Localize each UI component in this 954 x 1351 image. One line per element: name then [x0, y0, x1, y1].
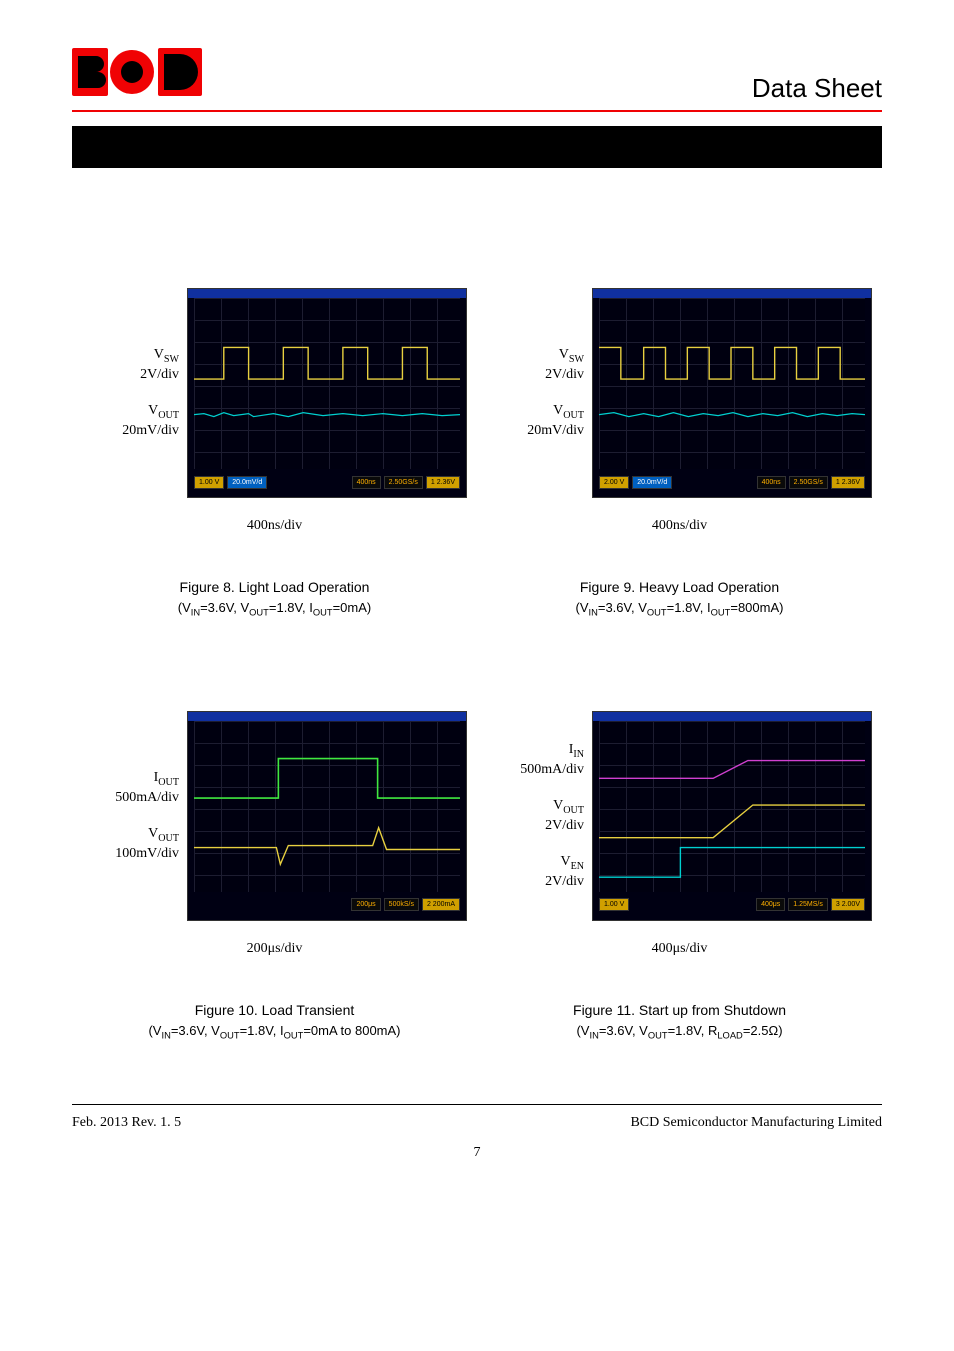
scope-status-bar: 1.00 V20.0mV/d400ns2.50GS/s1 2.36V — [194, 471, 460, 493]
footer-right: BCD Semiconductor Manufacturing Limited — [630, 1115, 882, 1131]
timebase-label: 400μs/div — [487, 941, 872, 957]
oscilloscope-screenshot: 1.00 V20.0mV/d400ns2.50GS/s1 2.36V — [187, 288, 467, 498]
oscilloscope-screenshot: 1.00 V400μs1.25MS/s3 2.00V — [592, 711, 872, 921]
scope-wrap: IOUT500mA/div VOUT100mV/div 200μs500kS/s2 … — [82, 711, 467, 921]
scope-channel-labels: VSW2V/div VOUT20mV/div — [512, 346, 584, 440]
channel-label: VSW2V/div — [107, 346, 179, 384]
oscilloscope-screenshot: 200μs500kS/s2 200mA — [187, 711, 467, 921]
scope-channel-labels: VSW2V/div VOUT20mV/div — [107, 346, 179, 440]
figure-cell: IOUT500mA/div VOUT100mV/div 200μs500kS/s2 … — [82, 711, 467, 1044]
scope-wrap: VSW2V/div VOUT20mV/div 2.00 V20.0mV/d400ns… — [487, 288, 872, 498]
oscilloscope-screenshot: 2.00 V20.0mV/d400ns2.50GS/s1 2.36V — [592, 288, 872, 498]
figure-cell: VSW2V/div VOUT20mV/div 1.00 V20.0mV/d400ns… — [82, 288, 467, 621]
channel-label: VSW2V/div — [512, 346, 584, 384]
page-header: Data Sheet — [72, 48, 882, 112]
scope-status-bar: 1.00 V400μs1.25MS/s3 2.00V — [599, 894, 865, 916]
scope-status-bar: 200μs500kS/s2 200mA — [194, 894, 460, 916]
channel-label: VOUT20mV/div — [107, 402, 179, 440]
channel-label: VOUT20mV/div — [512, 402, 584, 440]
channel-label: VOUT2V/div — [512, 797, 584, 835]
channel-label: IOUT500mA/div — [107, 769, 179, 807]
page-footer: Feb. 2013 Rev. 1. 5 BCD Semiconductor Ma… — [72, 1104, 882, 1131]
figure-caption: Figure 9. Heavy Load Operation(VIN=3.6V,… — [487, 576, 872, 621]
figure-cell: IIN500mA/div VOUT2V/div VEN2V/div 1.00 V400… — [487, 711, 872, 1044]
channel-label: IIN500mA/div — [512, 741, 584, 779]
channel-label: VOUT100mV/div — [107, 825, 179, 863]
page-number: 7 — [72, 1145, 882, 1161]
figure-caption: Figure 8. Light Load Operation(VIN=3.6V,… — [82, 576, 467, 621]
scope-status-bar: 2.00 V20.0mV/d400ns2.50GS/s1 2.36V — [599, 471, 865, 493]
figure-caption: Figure 10. Load Transient(VIN=3.6V, VOUT… — [82, 999, 467, 1044]
section-bar — [72, 126, 882, 168]
datasheet-title: Data Sheet — [752, 73, 882, 104]
scope-wrap: IIN500mA/div VOUT2V/div VEN2V/div 1.00 V400… — [487, 711, 872, 921]
channel-label: VEN2V/div — [512, 853, 584, 891]
scope-channel-labels: IIN500mA/div VOUT2V/div VEN2V/div — [512, 741, 584, 891]
timebase-label: 400ns/div — [82, 518, 467, 534]
timebase-label: 200μs/div — [82, 941, 467, 957]
footer-left: Feb. 2013 Rev. 1. 5 — [72, 1115, 181, 1131]
bcd-logo — [72, 48, 212, 104]
figures-grid: VSW2V/div VOUT20mV/div 1.00 V20.0mV/d400ns… — [72, 288, 882, 1044]
figure-cell: VSW2V/div VOUT20mV/div 2.00 V20.0mV/d400ns… — [487, 288, 872, 621]
scope-channel-labels: IOUT500mA/div VOUT100mV/div — [107, 769, 179, 863]
scope-wrap: VSW2V/div VOUT20mV/div 1.00 V20.0mV/d400ns… — [82, 288, 467, 498]
figure-caption: Figure 11. Start up from Shutdown(VIN=3.… — [487, 999, 872, 1044]
timebase-label: 400ns/div — [487, 518, 872, 534]
